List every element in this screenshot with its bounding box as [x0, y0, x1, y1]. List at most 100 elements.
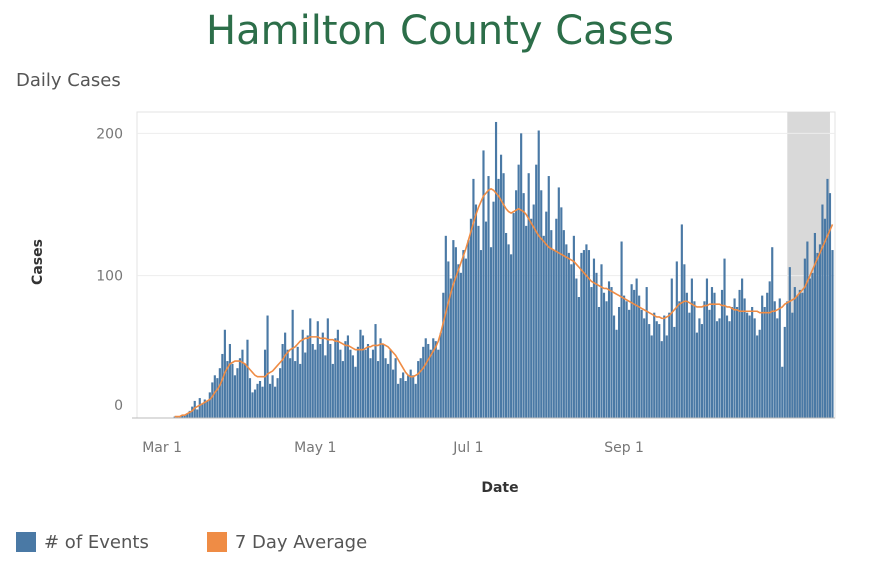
bar — [467, 240, 470, 418]
bar — [487, 176, 490, 418]
bar — [404, 380, 407, 418]
bar — [402, 372, 405, 418]
bar — [821, 204, 824, 418]
bar — [241, 349, 244, 418]
bar — [397, 383, 400, 418]
bar — [730, 306, 734, 418]
bar — [520, 133, 523, 419]
bar — [660, 341, 663, 418]
bar — [587, 250, 591, 418]
bar — [602, 292, 606, 418]
bar — [703, 301, 706, 418]
bar — [808, 278, 811, 418]
bar — [723, 258, 726, 418]
bar — [826, 178, 829, 418]
bar — [562, 230, 565, 418]
bar — [469, 218, 473, 418]
bar — [286, 349, 289, 418]
bar — [811, 272, 814, 418]
bar — [557, 187, 560, 418]
bar — [494, 121, 498, 418]
bar — [268, 383, 272, 418]
bar — [394, 358, 397, 418]
bar — [339, 349, 342, 418]
bar — [324, 355, 327, 418]
bar — [607, 281, 611, 418]
bar — [678, 301, 681, 418]
bar — [698, 318, 701, 418]
bar — [191, 406, 194, 418]
bar — [628, 309, 631, 418]
bar — [183, 415, 186, 418]
bar — [610, 287, 613, 418]
bar — [218, 368, 221, 418]
bar — [379, 338, 382, 418]
bar — [203, 399, 206, 418]
bar — [432, 338, 435, 418]
bar — [665, 335, 668, 418]
bar — [256, 383, 259, 418]
bar — [648, 324, 651, 418]
bar — [196, 409, 199, 418]
bar — [668, 312, 671, 418]
bar — [550, 230, 553, 418]
bar — [776, 318, 779, 418]
bar — [643, 318, 646, 418]
bar — [801, 292, 804, 418]
bar — [525, 225, 528, 418]
bar — [484, 221, 488, 418]
bar — [316, 321, 319, 418]
bar — [592, 258, 596, 418]
y-axis-title: Cases — [30, 239, 46, 285]
bar — [489, 247, 493, 418]
bar — [781, 366, 784, 418]
bar — [560, 207, 563, 418]
bar — [294, 361, 297, 418]
bar — [718, 318, 721, 418]
bar — [535, 164, 538, 418]
bar — [274, 386, 277, 418]
bar — [806, 241, 809, 418]
bar — [386, 363, 390, 418]
bar — [693, 301, 696, 418]
bar — [580, 252, 583, 418]
bar — [597, 306, 601, 418]
bar — [326, 318, 329, 418]
bar — [216, 378, 219, 418]
bar — [635, 278, 638, 418]
bar — [346, 335, 349, 418]
bar — [236, 368, 239, 418]
bar — [796, 295, 799, 418]
bar — [700, 324, 704, 418]
bar — [452, 240, 455, 418]
bar — [341, 361, 344, 418]
legend-item-events[interactable]: # of Events — [16, 532, 149, 553]
bar — [331, 363, 334, 418]
bar — [329, 343, 332, 418]
bar — [246, 339, 249, 418]
bar — [793, 287, 796, 418]
bar — [735, 306, 739, 418]
bar — [188, 410, 191, 418]
bar — [477, 225, 480, 418]
y-tick-label: 0 — [114, 398, 123, 414]
bar — [444, 235, 447, 418]
bar — [768, 281, 771, 418]
bar — [683, 264, 686, 418]
bar — [442, 292, 445, 418]
bar — [623, 295, 626, 418]
bar — [590, 287, 593, 418]
bar — [545, 211, 548, 418]
bar — [258, 380, 262, 418]
bar — [813, 232, 816, 418]
bar — [638, 295, 641, 418]
bar — [758, 329, 761, 418]
bar — [213, 375, 216, 418]
bar — [304, 352, 307, 418]
bar — [766, 292, 769, 418]
bar — [417, 361, 420, 418]
bar — [823, 218, 827, 418]
bar — [552, 250, 555, 418]
legend-item-avg[interactable]: 7 Day Average — [206, 532, 367, 553]
x-tick-label: May 1 — [294, 440, 336, 456]
